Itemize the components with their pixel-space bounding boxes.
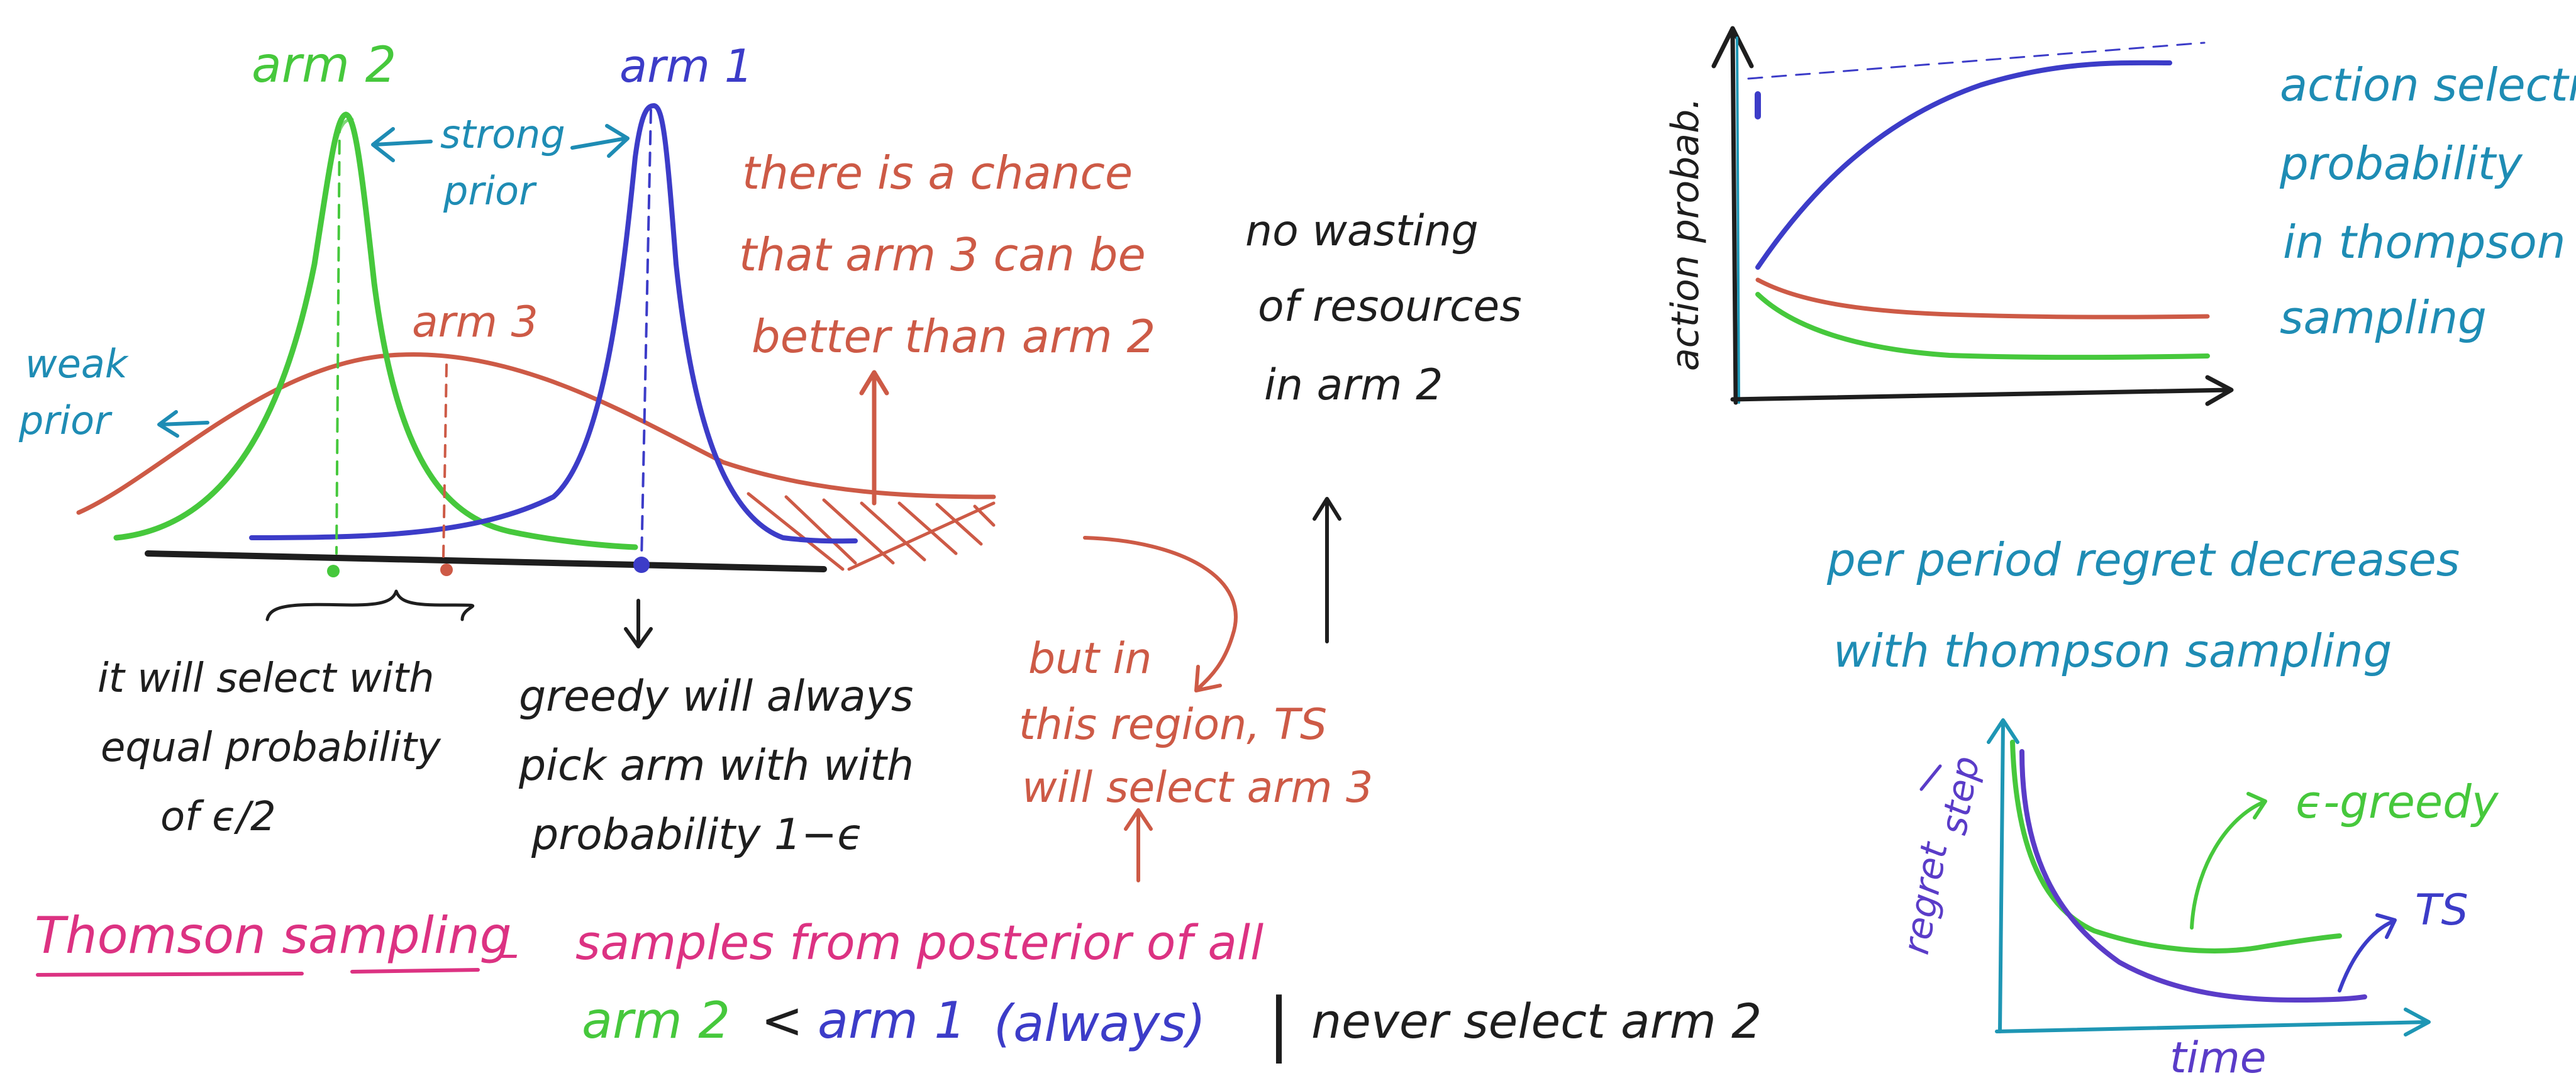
bottom-less-than: < [761, 991, 803, 1050]
thompson-dash: – [497, 928, 519, 979]
greedy-text-line3: probability 1−ϵ [531, 810, 863, 860]
arm1-distribution-curve [249, 103, 858, 544]
greedy-text-line2: pick arm with with [518, 741, 914, 791]
arm1-dot [633, 557, 650, 573]
action-chart-upper-bound [1747, 42, 2206, 80]
strong-prior-arrow-left [371, 127, 433, 162]
ts-region-text-line3: will select arm 3 [1022, 763, 1373, 813]
action-caption-line2: probability [2279, 137, 2523, 190]
ts-region-text-line1: but in [1028, 634, 1152, 684]
regret-x-axis [1995, 1008, 2431, 1036]
action-chart-green-line [1755, 292, 2210, 360]
arm2-dot [327, 565, 340, 577]
bottom-always: (always) [994, 994, 1206, 1053]
weak-prior-label-line2: prior [18, 397, 113, 443]
ts-region-curved-arrow [1083, 536, 1238, 692]
action-chart-red-line [1755, 277, 2210, 320]
arm2-mean-line [335, 118, 341, 555]
arm3-mean-line [442, 364, 448, 558]
region-arrow [859, 370, 889, 506]
weak-prior-label-line1: weak [25, 341, 129, 387]
samples-text: samples from posterior of all [575, 914, 1263, 970]
bottom-arm1: arm 1 [818, 991, 966, 1050]
action-caption-line3: in thompson [2283, 216, 2565, 269]
ts-region-up-arrow [1124, 808, 1153, 882]
regret-chart: per period regret decreases with thompso… [1826, 533, 2499, 1078]
ts-region-text-line2: this region, TS [1019, 700, 1327, 750]
arm1-mean-line [640, 109, 652, 561]
arm2-distribution-curve [113, 111, 638, 550]
action-chart-blue-line [1755, 60, 2172, 270]
regret-caption-line2: with thompson sampling [1833, 625, 2392, 677]
arm3-distribution-curve [76, 352, 996, 515]
greedy-text-line1: greedy will always [519, 672, 913, 721]
chance-text-line2: that arm 3 can be [739, 228, 1146, 281]
thompson-underline [36, 968, 480, 977]
regret-ts-line [2019, 749, 2367, 1003]
arm3-dot [440, 564, 453, 576]
regret-caption-line1: per period regret decreases [1826, 533, 2460, 586]
greedy-arrow [624, 599, 653, 648]
weak-prior-arrow [157, 410, 209, 438]
no-wasting-text-line3: in arm 2 [1264, 360, 1443, 410]
equal-text-line2: equal probability [101, 725, 441, 771]
equal-text-line1: it will select with [97, 655, 435, 702]
egreedy-pointer [2190, 792, 2267, 930]
bottom-annotation: Thomson sampling – samples from posterio… [35, 906, 1762, 1064]
distribution-diagram: arm 2 arm 1 arm 3 strong prior weak prio… [18, 37, 1522, 882]
never-select-text: never select arm 2 [1311, 993, 1762, 1049]
bottom-separator: | [1267, 983, 1291, 1064]
action-caption-line1: action selectn [2280, 58, 2576, 111]
strong-prior-label-line1: strong [440, 111, 565, 157]
thompson-sampling-title: Thomson sampling [35, 906, 512, 965]
chance-text-line1: there is a chance [742, 147, 1133, 199]
equal-probability-brace [265, 589, 475, 621]
action-probability-chart: action probab. action selectn probabilit… [1663, 26, 2576, 406]
strong-prior-arrow-right [570, 124, 630, 158]
regret-egreedy-line [2010, 740, 2342, 953]
action-caption-line4: sampling [2280, 291, 2487, 344]
regret-ylabel-line1: regret [1894, 838, 1956, 957]
regret-xlabel: time [2170, 1033, 2267, 1078]
no-wasting-text-line2: of resources [1258, 282, 1522, 331]
action-chart-ylabel: action probab. [1663, 97, 1707, 371]
no-wasting-arrow [1313, 497, 1341, 643]
regret-legend-egreedy: ϵ-greedy [2296, 775, 2499, 828]
action-chart-y-axis [1711, 26, 1754, 405]
arm1-label: arm 1 [619, 40, 753, 92]
hatched-region [747, 492, 996, 571]
action-chart-x-axis [1730, 375, 2234, 406]
strong-prior-label-line2: prior [443, 168, 537, 214]
distribution-axis [145, 550, 827, 572]
equal-text-line3: of ϵ/2 [160, 794, 276, 840]
regret-legend-ts: TS [2415, 886, 2468, 935]
regret-y-axis [1987, 718, 2019, 1033]
arm3-label: arm 3 [412, 297, 538, 347]
ts-pointer [2338, 913, 2397, 992]
chance-text-line3: better than arm 2 [752, 310, 1155, 363]
no-wasting-text-line1: no wasting [1245, 206, 1479, 256]
bottom-arm2: arm 2 [582, 991, 730, 1050]
arm2-label: arm 2 [252, 37, 396, 94]
